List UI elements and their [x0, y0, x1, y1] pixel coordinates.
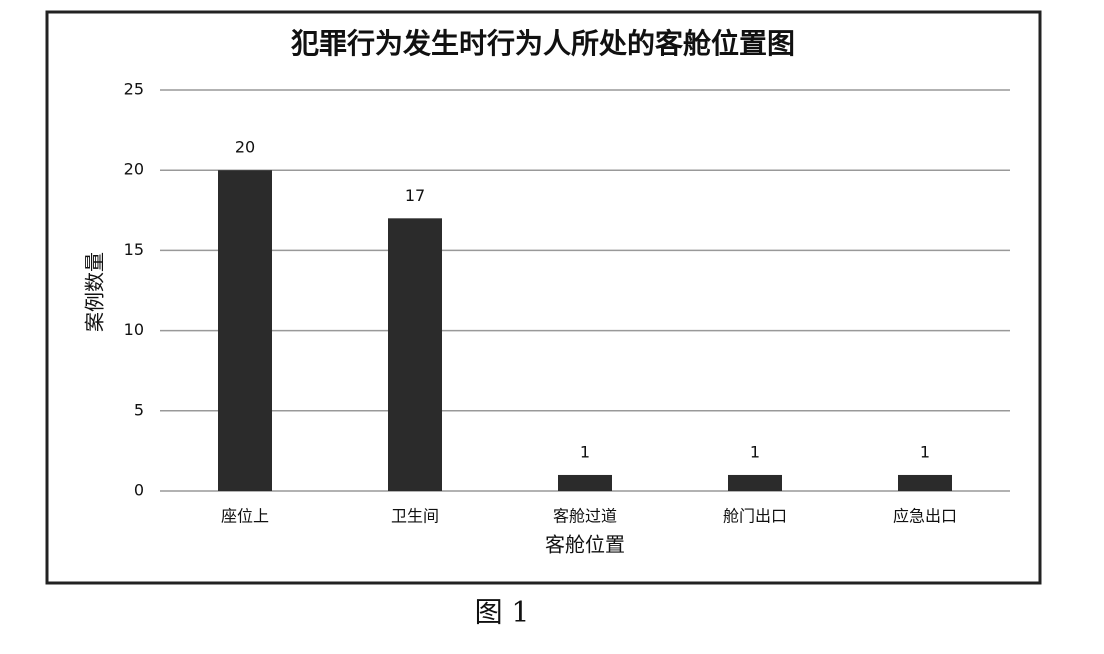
figure-caption: 图 1 [475, 596, 530, 629]
y-tick-label: 10 [124, 320, 144, 339]
value-label: 1 [580, 442, 590, 461]
value-label: 1 [750, 442, 760, 461]
y-tick-label: 25 [124, 80, 144, 99]
x-tick-label: 客舱过道 [553, 507, 617, 526]
x-tick-label: 卫生间 [391, 507, 439, 526]
x-tick-label: 座位上 [221, 507, 269, 526]
y-tick-label: 15 [124, 240, 144, 259]
x-axis-title: 客舱位置 [545, 533, 625, 557]
y-tick-label: 20 [124, 160, 144, 179]
y-axis-title: 案例数量 [83, 252, 107, 332]
value-label: 20 [235, 138, 255, 157]
x-tick-label: 应急出口 [893, 507, 957, 526]
value-label: 1 [920, 442, 930, 461]
bar [558, 474, 612, 491]
bar [898, 474, 952, 491]
chart-frame [45, 10, 1042, 585]
bar [218, 170, 272, 491]
x-tick-label: 舱门出口 [723, 507, 787, 526]
chart-title: 犯罪行为发生时行为人所处的客舱位置图 [290, 27, 795, 60]
bar [388, 218, 442, 491]
bar [728, 474, 782, 491]
y-tick-label: 5 [134, 400, 144, 419]
y-tick-label: 0 [134, 481, 144, 500]
value-label: 17 [405, 186, 425, 205]
